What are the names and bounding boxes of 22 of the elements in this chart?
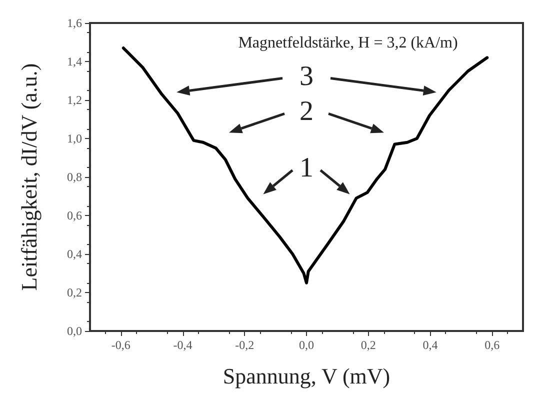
x-tick-label: 0,0	[299, 338, 314, 352]
y-tick-label: 0,0	[67, 324, 82, 338]
x-tick-label: 0,6	[484, 338, 500, 352]
annotation: 1	[300, 152, 314, 184]
x-tick-label: -0,2	[235, 338, 254, 352]
text: Magnetfeldstärke, H = 3,2 (kA/m)	[238, 34, 458, 52]
annotation: 2	[300, 96, 314, 128]
y-tick-label: 0,6	[67, 208, 82, 222]
y-tick-label: 1,4	[67, 54, 82, 68]
x-axis-title: Spannung, V (mV)	[222, 364, 390, 388]
y-axis-title: Leitfähigkeit, dI/dV (a.u.)	[16, 63, 42, 291]
x-tick-label: -0,4	[173, 338, 192, 352]
y-tick-label: 0,4	[67, 247, 82, 261]
x-tick-label: -0,6	[111, 338, 130, 352]
y-tick-label: 0,2	[67, 286, 82, 300]
y-tick-label: 0,8	[67, 170, 82, 184]
annotation: 3	[300, 60, 314, 92]
y-tick-label: 1,2	[67, 93, 82, 107]
x-tick-label: 0,2	[360, 338, 376, 352]
y-tick-label: 1,0	[67, 132, 82, 146]
y-tick-label: 1,6	[67, 16, 82, 30]
x-tick-label: 0,4	[422, 338, 438, 352]
